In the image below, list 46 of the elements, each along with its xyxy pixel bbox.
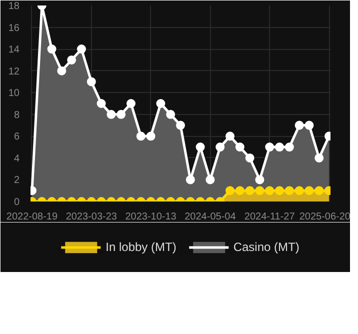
point bbox=[67, 55, 76, 64]
point bbox=[216, 142, 225, 152]
y-tick-label: 6 bbox=[14, 132, 20, 143]
legend-label: In lobby (MT) bbox=[106, 240, 176, 254]
y-tick-label: 10 bbox=[8, 88, 20, 100]
x-tick-label: 2023-03-23 bbox=[66, 212, 118, 222]
point bbox=[196, 142, 205, 152]
point bbox=[245, 153, 254, 162]
y-tick-label: 4 bbox=[14, 153, 20, 164]
point bbox=[47, 44, 56, 54]
x-tick-label: 2025-06-20 bbox=[299, 212, 351, 222]
x-tick-label: 2024-05-04 bbox=[184, 212, 236, 222]
point bbox=[136, 132, 146, 141]
point bbox=[57, 66, 66, 76]
y-tick-label: 0 bbox=[14, 197, 20, 208]
y-tick-label: 8 bbox=[14, 110, 20, 121]
x-tick-label: 2023-10-13 bbox=[125, 212, 177, 222]
y-tick-label: 2 bbox=[14, 175, 20, 186]
point bbox=[284, 142, 294, 152]
point bbox=[235, 142, 244, 152]
point bbox=[76, 44, 86, 54]
x-tick-label: 2022-08-19 bbox=[6, 212, 58, 222]
point bbox=[186, 175, 195, 184]
point bbox=[156, 99, 166, 108]
point bbox=[176, 120, 185, 130]
point bbox=[86, 77, 96, 86]
point bbox=[146, 132, 156, 141]
legend-label: Casino (MT) bbox=[233, 240, 300, 254]
point bbox=[206, 175, 215, 184]
y-tick-label: 18 bbox=[8, 1, 20, 12]
point bbox=[314, 153, 324, 162]
y-tick-label: 14 bbox=[8, 44, 20, 56]
y-tick-label: 12 bbox=[8, 66, 20, 78]
point bbox=[275, 142, 284, 152]
point bbox=[304, 120, 314, 130]
point bbox=[106, 110, 116, 119]
point bbox=[226, 132, 235, 141]
point bbox=[96, 99, 106, 108]
point bbox=[265, 142, 274, 152]
point bbox=[294, 120, 304, 130]
point bbox=[255, 175, 264, 184]
point bbox=[126, 99, 136, 108]
point bbox=[166, 110, 176, 119]
point bbox=[116, 110, 126, 119]
y-tick-label: 16 bbox=[8, 22, 20, 34]
x-tick-label: 2024-11-27 bbox=[244, 212, 296, 222]
